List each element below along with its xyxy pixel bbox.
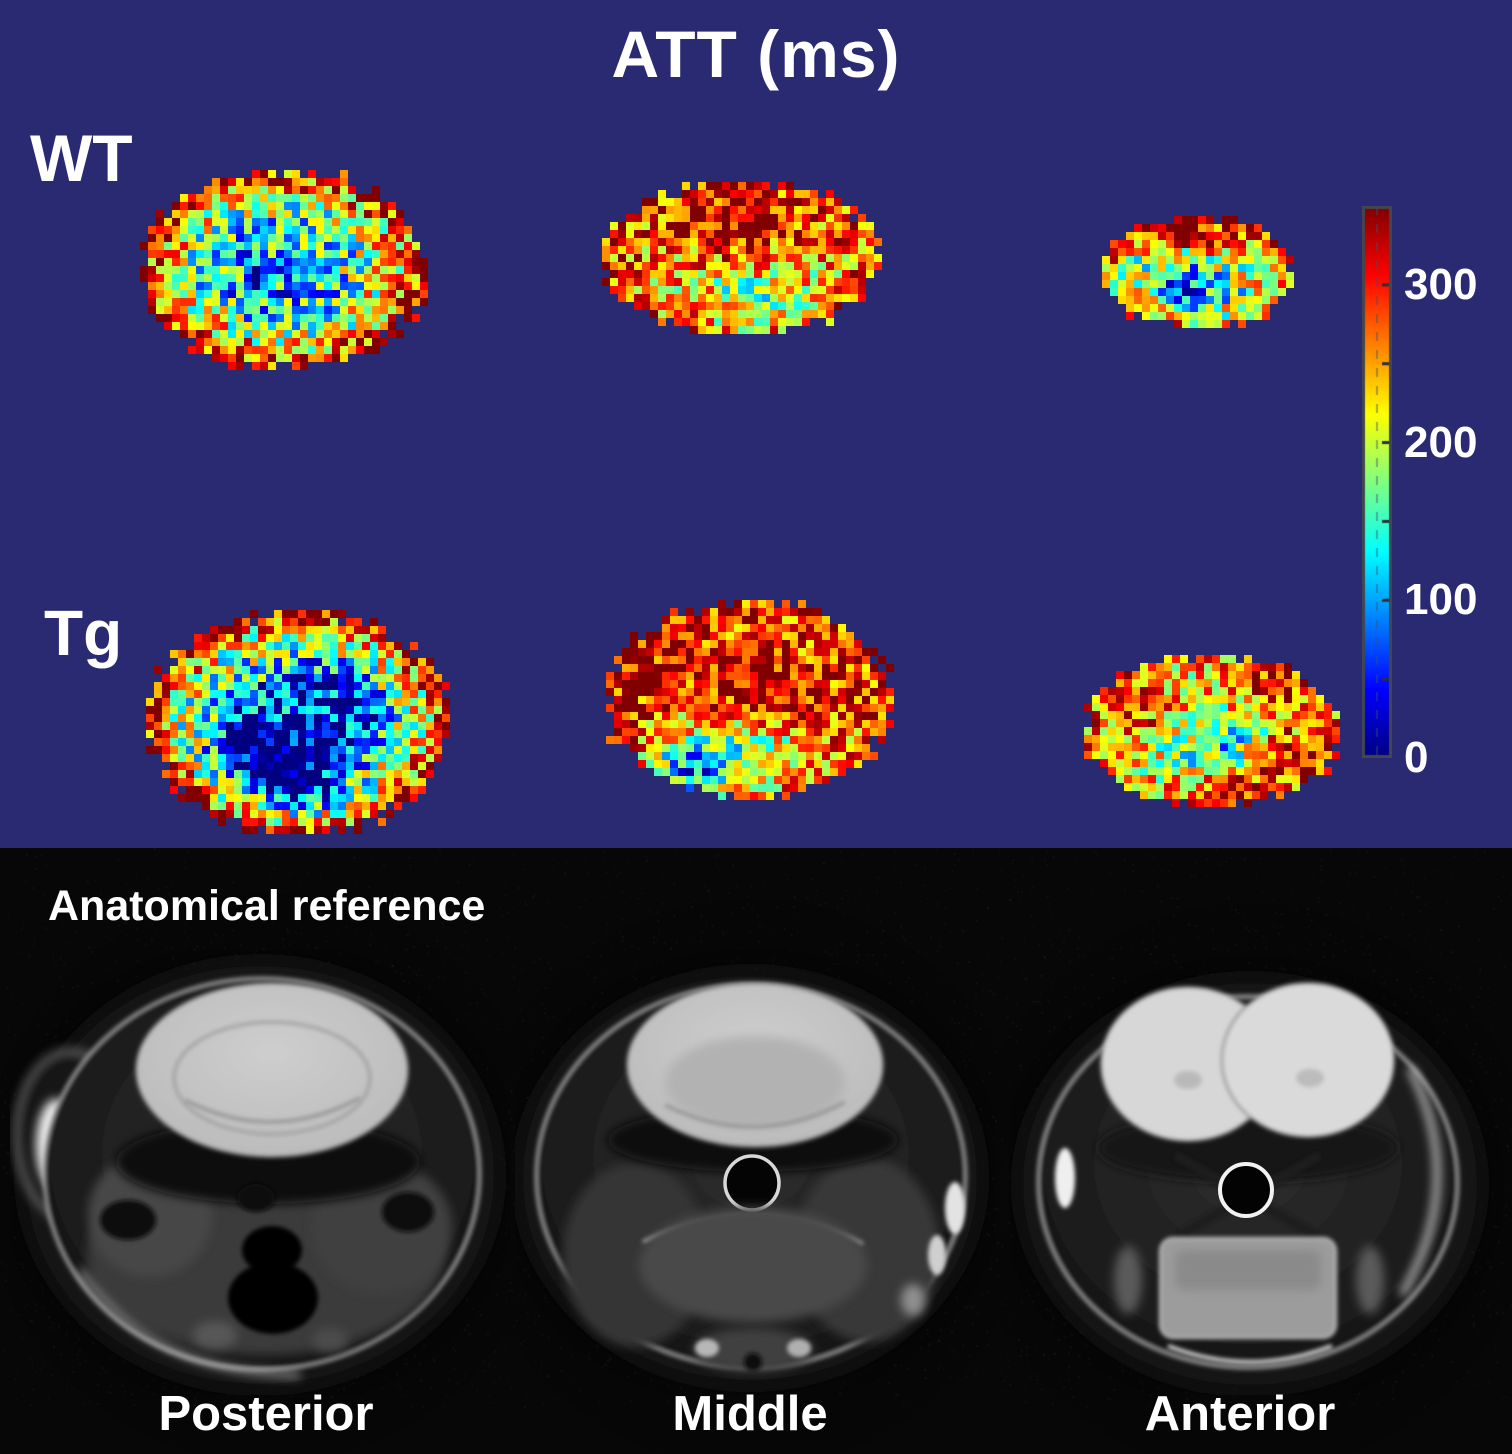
- row-label-wt: WT: [30, 121, 133, 195]
- mri-posterior-shapes: [13, 960, 500, 1390]
- slice-label-middle: Middle: [672, 1387, 828, 1441]
- mri-anterior-shapes: [1017, 977, 1483, 1391]
- colorbar-tick-label-100: 100: [1404, 575, 1478, 624]
- heatmap-wt-posterior: [140, 170, 428, 370]
- heatmap-tg-middle: [606, 600, 894, 800]
- colorbar-tick-label-200: 200: [1404, 418, 1478, 467]
- colorbar-tick-label-300: 300: [1404, 260, 1478, 309]
- heatmap-tg-anterior: [1084, 655, 1340, 807]
- tracheal-ring: [723, 1154, 781, 1212]
- heatmap-tg-posterior: [146, 610, 450, 834]
- slice-label-anterior: Anterior: [1144, 1387, 1336, 1441]
- tracheal-ring: [1218, 1162, 1274, 1218]
- heatmap-wt-anterior: [1102, 216, 1294, 328]
- slice-label-posterior: Posterior: [158, 1387, 374, 1441]
- mri-posterior-image: [13, 960, 500, 1390]
- att-panel: ATT (ms) WT Tg 300 200 100 0: [0, 0, 1512, 848]
- anatomy-reference-label: Anatomical reference: [48, 882, 486, 930]
- colorbar: [1362, 206, 1392, 758]
- mri-middle-shapes: [517, 970, 983, 1386]
- figure-title: ATT (ms): [611, 17, 901, 91]
- mri-anterior-image: [1017, 977, 1483, 1391]
- brain-region: [135, 982, 409, 1158]
- row-label-tg: Tg: [44, 597, 123, 669]
- colorbar-tick-label-0: 0: [1404, 733, 1429, 782]
- brain-right-lobe: [1221, 982, 1395, 1138]
- heatmap-wt-middle: [602, 182, 882, 334]
- mri-middle-image: [517, 970, 983, 1386]
